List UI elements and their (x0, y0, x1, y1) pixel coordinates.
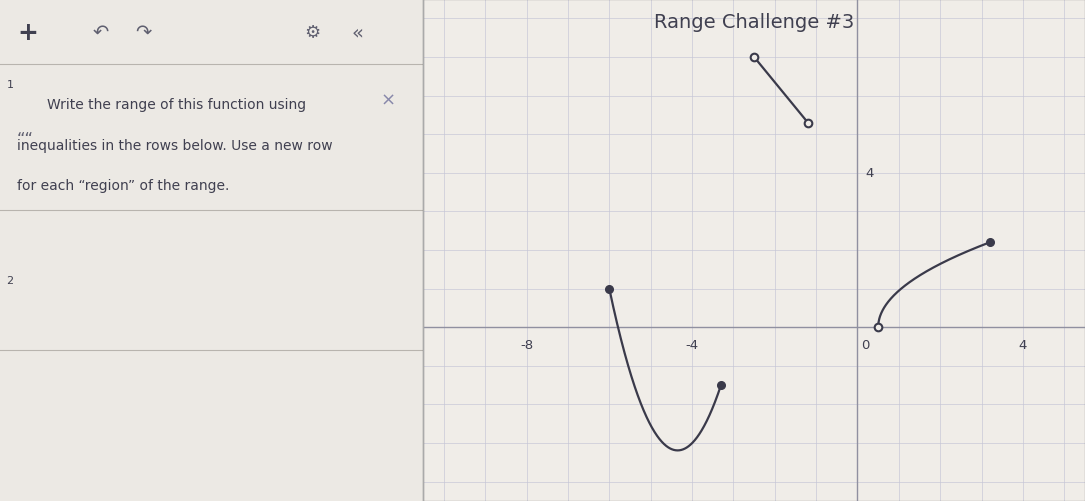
Text: 2: 2 (7, 276, 13, 286)
Text: 1: 1 (7, 80, 13, 90)
Text: for each “region” of the range.: for each “region” of the range. (17, 178, 229, 192)
Text: Range Challenge #3: Range Challenge #3 (654, 13, 854, 32)
Text: +: + (17, 21, 38, 45)
Text: ×: × (381, 91, 396, 109)
Text: 4: 4 (865, 167, 873, 180)
Text: ↷: ↷ (136, 23, 152, 42)
Text: inequalities in the rows below. Use a new row: inequalities in the rows below. Use a ne… (17, 138, 332, 152)
Text: Write the range of this function using: Write the range of this function using (47, 98, 306, 112)
Text: ⚙: ⚙ (305, 24, 321, 42)
Text: «: « (352, 23, 363, 42)
Text: -8: -8 (520, 338, 533, 351)
Text: 4: 4 (1019, 338, 1027, 351)
Text: -4: -4 (686, 338, 699, 351)
Text: ““: ““ (17, 130, 34, 148)
Text: 0: 0 (860, 338, 869, 351)
Text: ↶: ↶ (93, 23, 110, 42)
